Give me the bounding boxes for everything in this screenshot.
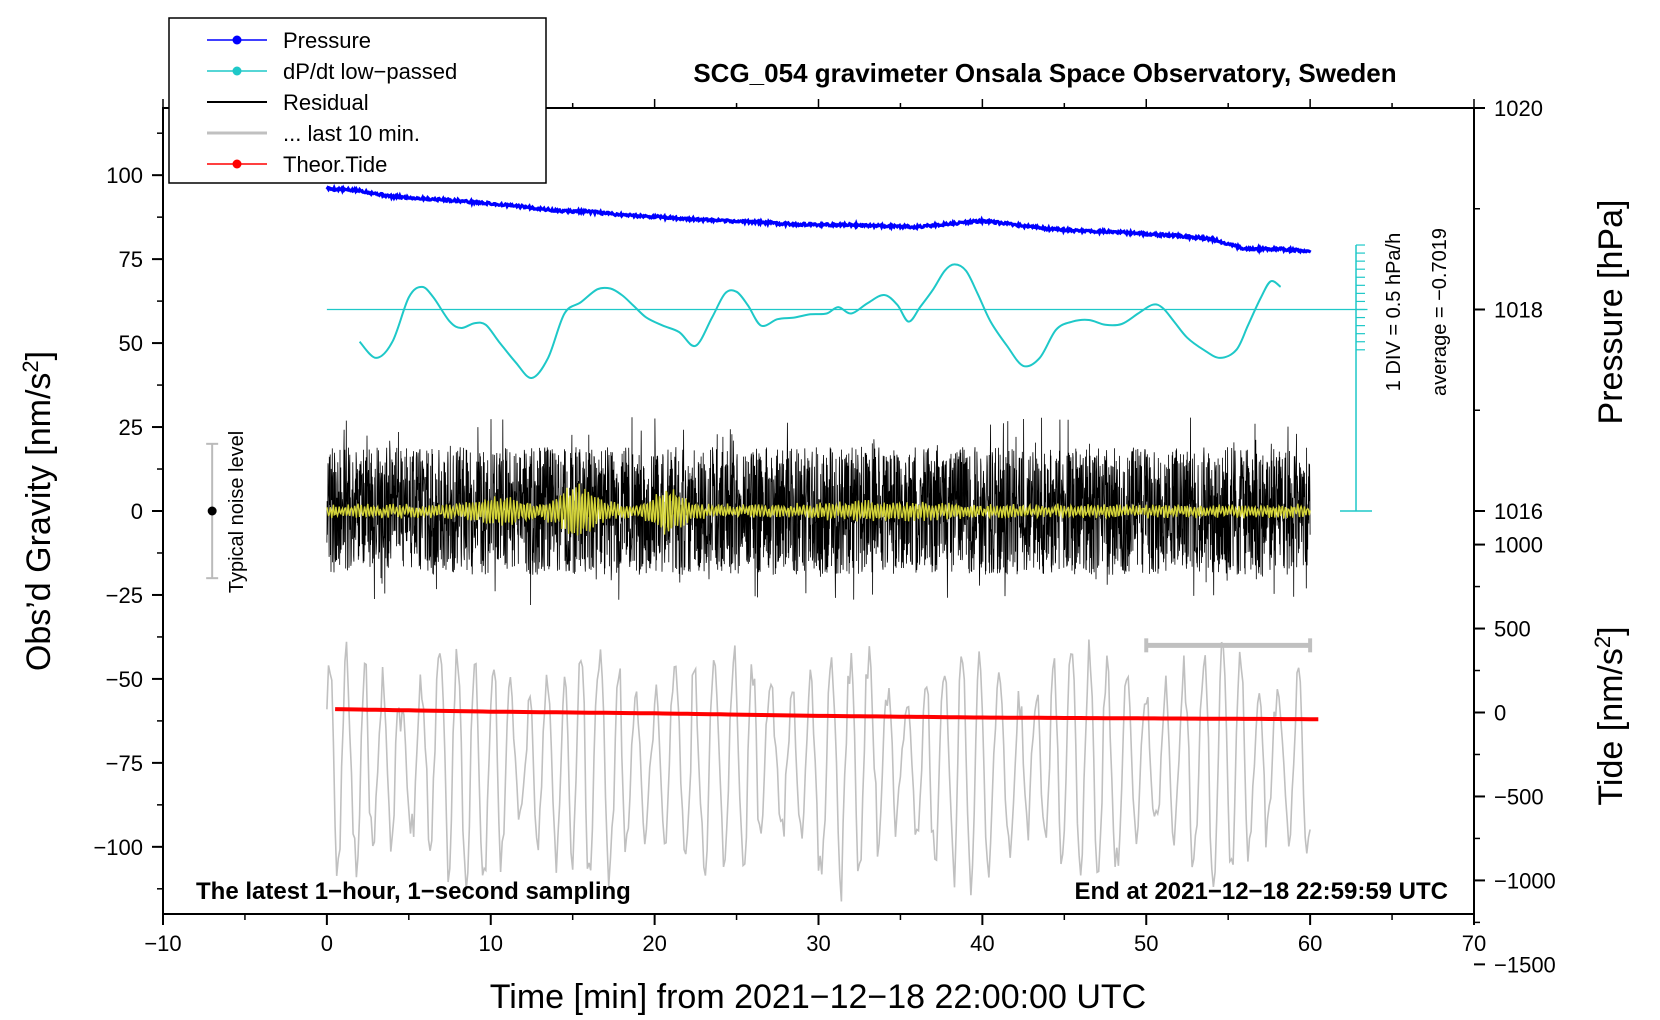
x-tick-label-8: 70 (1462, 931, 1486, 956)
legend-label-residual: Residual (283, 90, 369, 115)
tide-tick-label-0: 1000 (1494, 533, 1543, 558)
legend-box (168, 17, 547, 184)
data-layer (325, 183, 1373, 902)
noise-annotation: Typical noise level (206, 431, 248, 593)
chart-title: SCG_054 gravimeter Onsala Space Observat… (693, 58, 1396, 88)
tide-axis-label: Tide [nm/s2] (1590, 626, 1631, 805)
legend-item-last-10-min: ... last 10 min. (207, 121, 420, 146)
tide-tick-label-5: −1500 (1494, 952, 1556, 977)
x-tick-label-2: 10 (479, 931, 503, 956)
axes-layer: −10 0 10 20 30 40 50 60 701007550250−25−50−75−10… (93, 96, 1555, 977)
end-time-note: End at 2021−12−18 22:59:59 UTC (1074, 878, 1448, 905)
pressure-tick-label-2: 1016 (1494, 499, 1543, 524)
residual-line (326, 417, 1311, 606)
y-tick-label-3: 25 (119, 415, 143, 440)
noise-label: Typical noise level (226, 431, 248, 593)
legend: Pressure dP/dt low−passed Residual ... l… (168, 17, 547, 184)
pressure-tick-label-1: 1018 (1494, 298, 1543, 323)
tide-tick-label-2: 0 (1494, 701, 1506, 726)
tide-tick-label-1: 500 (1494, 617, 1531, 642)
tide-axis-label-superscript: 2 (1590, 636, 1615, 648)
legend-item-theor-tide: Theor.Tide (207, 152, 387, 177)
last-10-min-bracket (1144, 638, 1313, 653)
pressure-axis-label: Pressure [hPa] (1592, 200, 1630, 425)
sampling-note: The latest 1−hour, 1−second sampling (196, 878, 631, 905)
x-tick-label-3: 20 (642, 931, 666, 956)
x-tick-label-5: 40 (970, 931, 994, 956)
tide-axis-label-close: ] (1592, 626, 1630, 635)
y-axis-label-main: Obs’d Gravity [nm/s (20, 373, 58, 672)
y-tick-label-4: 0 (131, 499, 143, 524)
y-tick-label-6: −50 (106, 667, 143, 692)
tide-tick-label-4: −1000 (1494, 868, 1556, 893)
dpdt-average-label: average = −0.7019 (1429, 228, 1451, 396)
y-tick-label-1: 75 (119, 247, 143, 272)
pressure-line (325, 183, 1312, 255)
y-axis-label-close: ] (20, 351, 58, 360)
x-tick-label-1: 0 (321, 931, 333, 956)
legend-label-pressure: Pressure (283, 28, 371, 53)
x-tick-label-6: 50 (1134, 931, 1158, 956)
y-tick-label-5: −25 (106, 583, 143, 608)
x-tick-label-4: 30 (806, 931, 830, 956)
y-axis-label: Obs’d Gravity [nm/s2] (18, 351, 59, 671)
x-tick-label-0: −10 (144, 931, 181, 956)
legend-marker-theor-tide (232, 159, 242, 169)
residual-smoothed-line (326, 483, 1311, 536)
legend-item-pressure: Pressure (207, 28, 371, 53)
legend-marker-pressure (232, 35, 242, 45)
dpdt-div-label: 1 DIV = 0.5 hPa/h (1383, 233, 1405, 391)
dpdt-line (358, 263, 1282, 379)
last-10-min-line (326, 639, 1311, 902)
y-axis-label-superscript: 2 (18, 360, 43, 372)
legend-item-dpdt: dP/dt low−passed (207, 59, 457, 84)
noise-dot (207, 506, 217, 516)
legend-label-last-10-min: ... last 10 min. (283, 121, 420, 146)
y-tick-label-7: −75 (106, 751, 143, 776)
y-tick-label-2: 50 (119, 331, 143, 356)
y-tick-label-0: 100 (106, 163, 143, 188)
tide-tick-label-3: −500 (1494, 784, 1544, 809)
legend-marker-dpdt (232, 66, 242, 76)
legend-item-residual: Residual (207, 90, 369, 115)
y-tick-label-8: −100 (93, 835, 143, 860)
pressure-tick-label-0: 1020 (1494, 96, 1543, 121)
legend-label-dpdt: dP/dt low−passed (283, 59, 457, 84)
tide-axis-label-main: Tide [nm/s (1592, 648, 1630, 805)
x-axis-label: Time [min] from 2021−12−18 22:00:00 UTC (490, 978, 1146, 1016)
legend-label-theor-tide: Theor.Tide (283, 152, 387, 177)
theor-tide-line (335, 707, 1319, 722)
x-tick-label-7: 60 (1298, 931, 1322, 956)
